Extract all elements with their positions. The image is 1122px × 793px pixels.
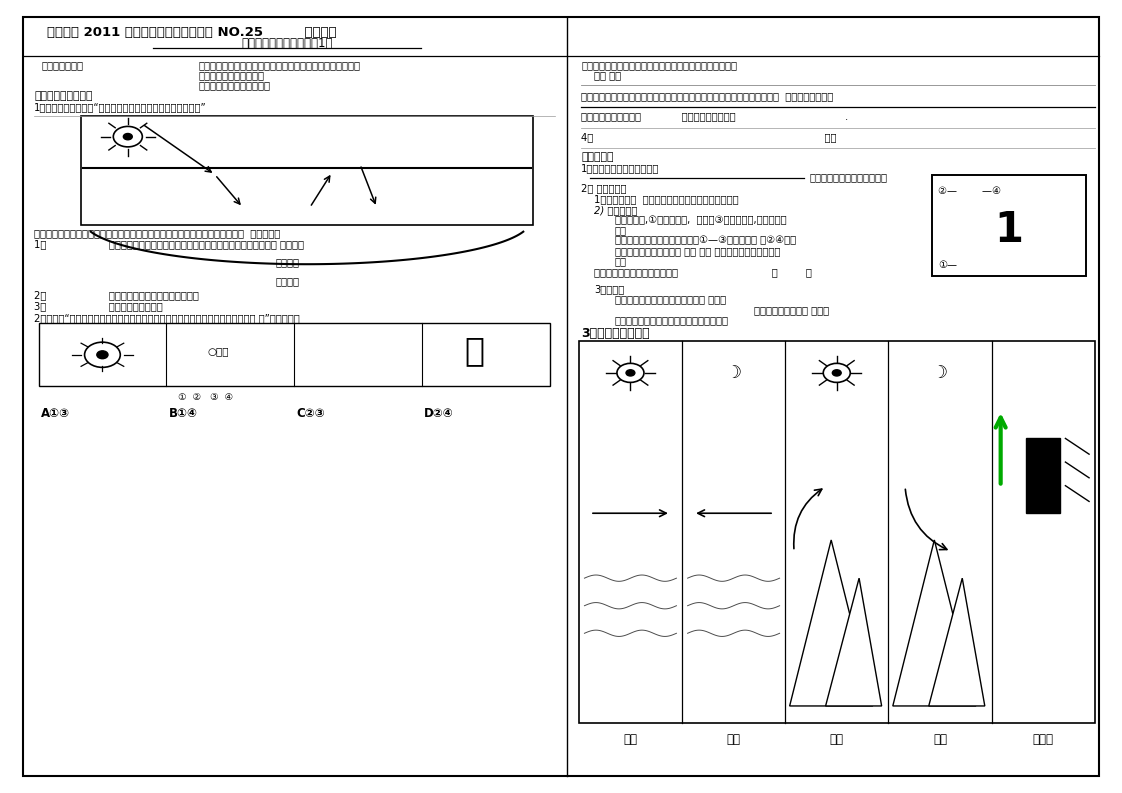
Text: 2、请根据“由实验得知，物体的温度越高，辐射中最强部分的波长越短；反之则越 长”这段语言的: 2、请根据“由实验得知，物体的温度越高，辐射中最强部分的波长越短；反之则越 长”… xyxy=(34,312,300,323)
Text: 1）定义：由于  而形成的空气环流，称为热力环流。: 1）定义：由于 而形成的空气环流，称为热力环流。 xyxy=(595,194,739,205)
Text: 属于昼夜温差最大的是             ；其形成的原理是：                                   .: 属于昼夜温差最大的是 ；其形成的原理是： . xyxy=(581,111,848,121)
Text: 一、大气的受热过程: 一、大气的受热过程 xyxy=(34,91,92,102)
Text: ☽: ☽ xyxy=(726,364,742,382)
Text: 分析热力环流的运动规律: 分析热力环流的运动规律 xyxy=(199,71,264,80)
Text: 结合热力环流实例分析原理: 结合热力环流实例分析原理 xyxy=(199,80,270,90)
Circle shape xyxy=(833,370,842,376)
Text: 面上: 面上 xyxy=(615,225,626,236)
Text: 由于近地面,①处的空气会,  近地面③处的空气会,使同一水平: 由于近地面,①处的空气会, 近地面③处的空气会,使同一水平 xyxy=(615,215,787,225)
Text: 地球表面: 地球表面 xyxy=(276,277,300,286)
Text: ：＜ ＜；: ：＜ ＜； xyxy=(595,71,622,80)
Bar xyxy=(81,116,533,225)
Text: 海风: 海风 xyxy=(624,733,637,745)
Text: 4、                                                                          二、: 4、 二、 xyxy=(581,132,837,143)
Polygon shape xyxy=(790,540,873,706)
Circle shape xyxy=(626,370,635,376)
Text: 热力环流：: 热力环流： xyxy=(581,152,614,162)
Bar xyxy=(931,175,1086,276)
Text: 2）                    是近地面大气主要、直接的热源；: 2） 是近地面大气主要、直接的热源； xyxy=(34,290,199,300)
Text: 谷风: 谷风 xyxy=(932,733,947,745)
Text: 2、 热力环流：: 2、 热力环流： xyxy=(581,184,626,193)
Text: 近地面的等压面与高空的等压面凹凸方向。: 近地面的等压面与高空的等压面凹凸方向。 xyxy=(615,315,728,325)
Text: 1、大气的受热过程：“太阳暖大地；大地暖大气；大气还大地”: 1、大气的受热过程：“太阳暖大地；大地暖大气；大气还大地” xyxy=(34,102,206,113)
Text: 一水平面上，空气总是由 压区 吹向 压区，从而形成了热力环: 一水平面上，空气总是由 压区 吹向 压区，从而形成了热力环 xyxy=(615,246,780,256)
Polygon shape xyxy=(826,578,882,706)
Text: 3）                    对地面起保温作用。: 3） 对地面起保温作用。 xyxy=(34,301,163,311)
Text: 这段话真实地描述了热量传递的过程，用心领会，认真画出热量传递的过程，并  完成填空：: 这段话真实地描述了热量传递的过程，用心领会，认真画出热量传递的过程，并 完成填空… xyxy=(34,228,280,239)
Text: 1、大气运动的能量来源于：: 1、大气运动的能量来源于： xyxy=(581,163,660,173)
Bar xyxy=(1027,439,1060,513)
Bar xyxy=(579,341,1095,723)
Text: D②④: D②④ xyxy=(424,408,453,420)
Circle shape xyxy=(96,351,108,358)
Polygon shape xyxy=(929,578,985,706)
Circle shape xyxy=(123,133,132,140)
Text: 山风: 山风 xyxy=(830,733,844,745)
Text: 磐石五中 2011 届第一轮复习地理导学案 NO.25         审核人：: 磐石五中 2011 届第一轮复习地理导学案 NO.25 审核人： xyxy=(47,26,337,39)
Text: ☽: ☽ xyxy=(932,364,948,382)
Text: ①—: ①— xyxy=(938,260,957,270)
Bar xyxy=(38,324,550,386)
Text: A①③: A①③ xyxy=(40,408,70,420)
Text: 1: 1 xyxy=(994,209,1023,251)
Text: ②—        —④: ②— —④ xyxy=(938,186,1001,196)
Text: ○　＜: ○ ＜ xyxy=(208,347,229,357)
Polygon shape xyxy=(893,540,976,706)
Text: 大气上界: 大气上界 xyxy=(276,257,300,267)
Text: 是引起大气运动的根本原因。: 是引起大气运动的根本原因。 xyxy=(810,173,888,182)
Text: 3、热力环流实例：: 3、热力环流实例： xyxy=(581,327,650,340)
Text: 请对上面某地四种天气状况的组合进行对比分析，属于夜晚气温最高的是，  其形成的原理是：: 请对上面某地四种天气状况的组合进行对比分析，属于夜晚气温最高的是， 其形成的原理… xyxy=(581,90,834,101)
Text: 陆风: 陆风 xyxy=(727,733,741,745)
Text: ①  ②   ③  ④: ① ② ③ ④ xyxy=(177,393,232,402)
Text: 城市风: 城市风 xyxy=(1032,733,1054,745)
Text: B①④: B①④ xyxy=(168,408,197,420)
Text: 授课时间：《我要达到的目标》结合实例分析大气的受热过程: 授课时间：《我要达到的目标》结合实例分析大气的受热过程 xyxy=(199,60,360,70)
Text: 冷热不均引起大气运动（1）: 冷热不均引起大气运动（1） xyxy=(241,37,333,50)
Text: 根据阐述完成热力环流示意图：                              热         冷: 根据阐述完成热力环流示意图： 热 冷 xyxy=(595,267,812,277)
Text: 3）规律：: 3）规律： xyxy=(595,285,625,294)
Text: 存在气压差，即近地面处的气压①—③，高空的气 压②④，同: 存在气压差，即近地面处的气压①—③，高空的气 压②④，同 xyxy=(615,236,795,246)
Text: 同一水平面，等压面向上凸起处是 压区，: 同一水平面，等压面向上凸起处是 压区， xyxy=(615,295,726,305)
Text: 流。: 流。 xyxy=(615,256,626,266)
Text: 描述：对太阳辐射、地面辐射和大气逆辐射的波长进行比较: 描述：对太阳辐射、地面辐射和大气逆辐射的波长进行比较 xyxy=(581,60,737,70)
Text: 2) 形成过程：: 2) 形成过程： xyxy=(595,205,638,215)
Text: 等压面向下凹陋处是 乐区，: 等压面向下凹陋处是 乐区， xyxy=(754,305,829,315)
Text: 制作人：张桂凤: 制作人：张桂凤 xyxy=(42,60,84,70)
Text: C②③: C②③ xyxy=(296,408,325,420)
Text: （: （ xyxy=(465,335,485,367)
Text: 1）                    是地球的能量来源，是地球大气最根本的能量来源，是地面的直 接热源；: 1） 是地球的能量来源，是地球大气最根本的能量来源，是地面的直 接热源； xyxy=(34,239,304,250)
